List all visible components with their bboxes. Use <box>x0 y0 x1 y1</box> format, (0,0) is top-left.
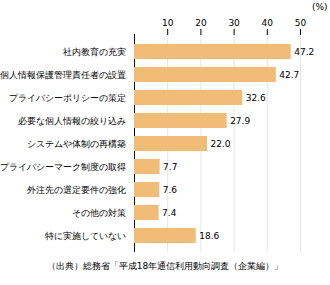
svg-text:7.6: 7.6 <box>163 185 178 195</box>
svg-text:50: 50 <box>295 18 307 28</box>
svg-text:システムや体制の再構築: システムや体制の再構築 <box>27 139 126 149</box>
svg-text:47.2: 47.2 <box>294 47 314 57</box>
svg-text:必要な個人情報の絞り込み: 必要な個人情報の絞り込み <box>18 116 126 126</box>
svg-text:42.7: 42.7 <box>279 70 299 80</box>
svg-text:その他の対策: その他の対策 <box>72 208 126 218</box>
svg-text:22.0: 22.0 <box>211 139 231 149</box>
svg-text:7.7: 7.7 <box>163 162 177 172</box>
svg-text:18.6: 18.6 <box>199 231 219 241</box>
svg-text:27.9: 27.9 <box>230 116 250 126</box>
svg-text:30: 30 <box>228 18 240 28</box>
svg-text:社内教育の充実: 社内教育の充実 <box>63 47 126 57</box>
svg-text:個人情報保護管理責任者の設置: 個人情報保護管理責任者の設置 <box>0 70 126 80</box>
svg-text:プライバシーポリシーの策定: プライバシーポリシーの策定 <box>9 93 126 103</box>
svg-text:(%): (%) <box>312 2 328 12</box>
svg-text:10: 10 <box>162 18 174 28</box>
svg-text:20: 20 <box>195 18 207 28</box>
svg-text:40: 40 <box>262 18 274 28</box>
svg-text:32.6: 32.6 <box>246 93 266 103</box>
svg-text:外注先の選定要件の強化: 外注先の選定要件の強化 <box>27 185 126 195</box>
svg-text:7.4: 7.4 <box>162 208 177 218</box>
svg-text:プライバシーマーク制度の取得: プライバシーマーク制度の取得 <box>0 162 126 172</box>
html-text:（出典）総務省「平成18年通信利用動向調査（企業編）」: （出典）総務省「平成18年通信利用動向調査（企業編）」 <box>46 261 284 271</box>
svg-text:特に実施していない: 特に実施していない <box>45 231 126 241</box>
